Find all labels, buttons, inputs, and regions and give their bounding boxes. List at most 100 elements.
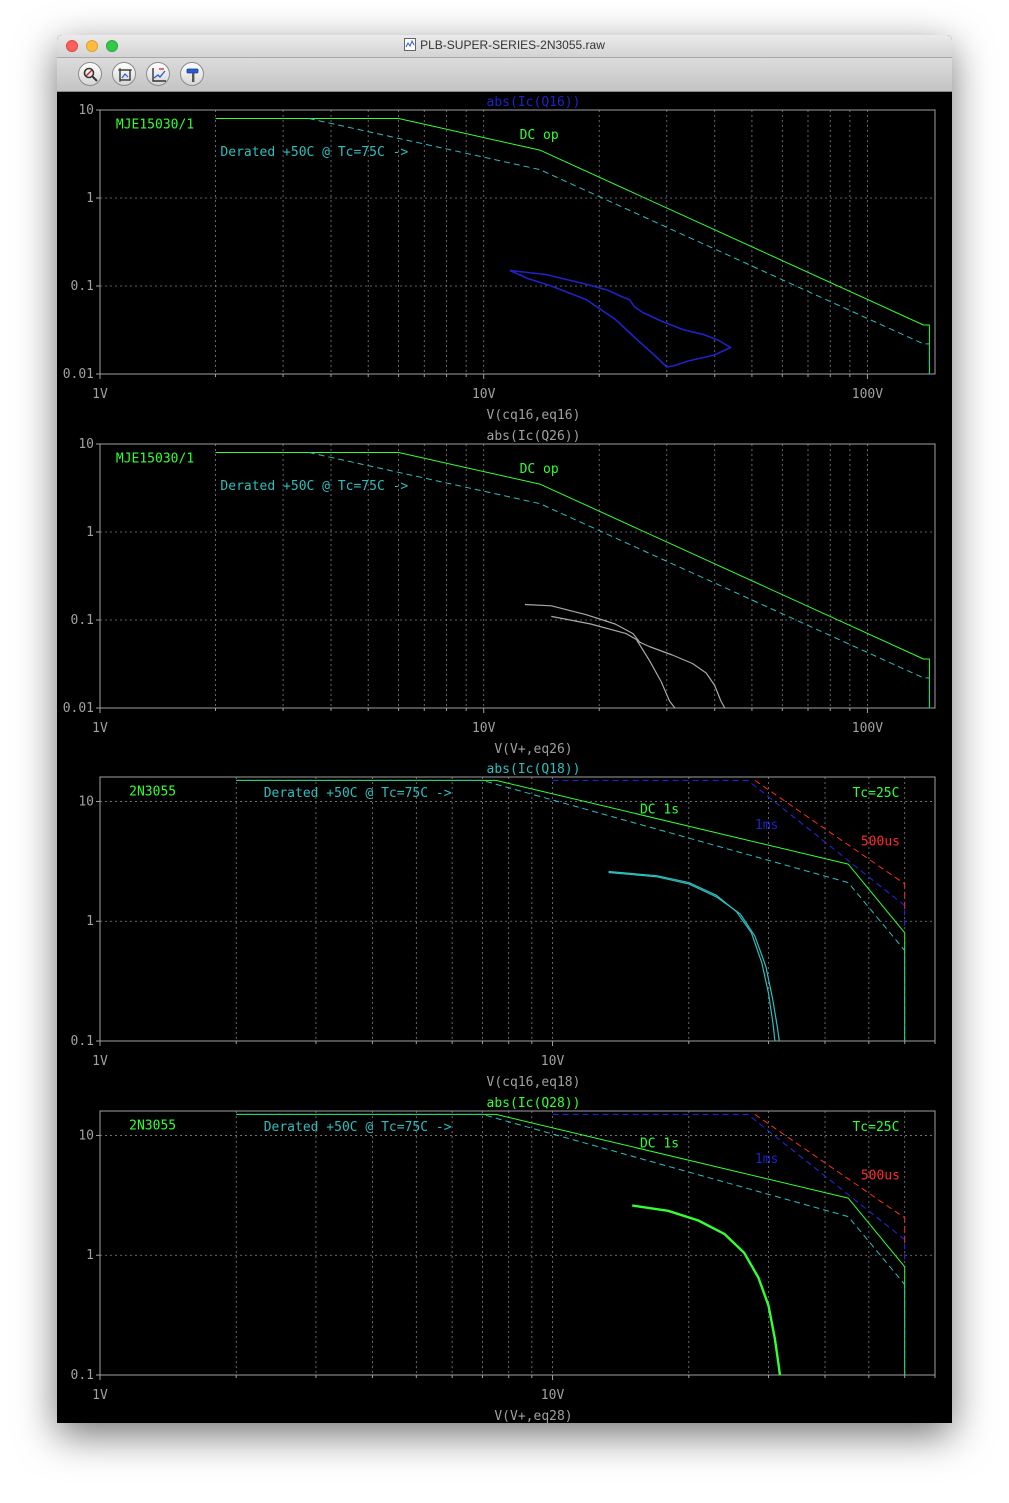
series-line-5 bbox=[608, 870, 776, 1041]
series-group bbox=[236, 779, 906, 1041]
chart-annotation: Derated +50C @ Tc=75C -> bbox=[264, 786, 452, 801]
y-tick-label: 1 bbox=[86, 914, 94, 929]
y-tick-label: 0.1 bbox=[71, 279, 94, 294]
minimize-button[interactable] bbox=[86, 40, 98, 52]
x-tick-label: 10V bbox=[472, 387, 496, 402]
probe-button[interactable] bbox=[180, 62, 204, 86]
series-line-4 bbox=[754, 1113, 906, 1242]
chart-annotation: 500us bbox=[861, 834, 900, 849]
chart-annotation: DC 1s bbox=[640, 1137, 679, 1152]
x-tick-label: 10V bbox=[541, 1388, 565, 1403]
series-line-1 bbox=[215, 118, 930, 374]
series-group bbox=[215, 452, 930, 708]
plot-frame bbox=[99, 109, 936, 375]
chart-panel-1: 1V 10V 100V 10 1 0.1 0.01 abs(Ic(Q16)) V(cq16,eq… bbox=[63, 95, 936, 423]
grid bbox=[100, 444, 935, 708]
chart-panel-2: 1V 10V 100V 10 1 0.1 0.01 abs(Ic(Q26)) V(V+,eq26… bbox=[63, 429, 936, 757]
chart-title: abs(Ic(Q16)) bbox=[487, 95, 581, 110]
magnifier-icon bbox=[83, 67, 98, 82]
chart-annotation: DC 1s bbox=[640, 803, 679, 818]
chart-annotation: Derated +50C @ Tc=75C -> bbox=[264, 1120, 452, 1135]
y-tick-label: 0.1 bbox=[71, 1034, 94, 1049]
chart-annotation: 2N3055 bbox=[129, 785, 176, 800]
ltspice-window: PLB-SUPER-SERIES-2N3055.raw bbox=[57, 35, 952, 1423]
toolbar bbox=[57, 58, 952, 92]
series-group bbox=[236, 1113, 906, 1375]
y-tick-label: 0.1 bbox=[71, 1368, 94, 1383]
series-line-3 bbox=[552, 779, 906, 927]
zoom-window-button[interactable] bbox=[106, 40, 118, 52]
series-line-6 bbox=[608, 871, 780, 1041]
chart-annotation: Derated +50C @ Tc=75C -> bbox=[220, 479, 408, 494]
series-line-2 bbox=[308, 118, 930, 374]
chart-annotation: DC op bbox=[520, 128, 559, 143]
chart-title: abs(Ic(Q18)) bbox=[487, 762, 581, 777]
plots-canvas: 1V 10V 100V 10 1 0.1 0.01 abs(Ic(Q16)) V(cq16,eq… bbox=[63, 95, 936, 1423]
series-line-2 bbox=[236, 779, 906, 1041]
chart-title: abs(Ic(Q28)) bbox=[487, 1096, 581, 1111]
crop-icon bbox=[118, 68, 132, 82]
x-tick-label: 1V bbox=[92, 1388, 108, 1403]
zoom-button[interactable] bbox=[78, 62, 102, 86]
x-axis-label: V(cq16,eq16) bbox=[487, 408, 581, 423]
y-tick-label: 10 bbox=[78, 794, 94, 809]
title-bar[interactable]: PLB-SUPER-SERIES-2N3055.raw bbox=[57, 35, 952, 58]
window-title-container: PLB-SUPER-SERIES-2N3055.raw bbox=[57, 38, 952, 52]
x-tick-label: 1V bbox=[92, 721, 108, 736]
series-group bbox=[215, 118, 930, 374]
chart-annotation: MJE15030/1 bbox=[116, 117, 194, 132]
series-line-2 bbox=[308, 452, 930, 708]
x-axis-label: V(V+,eq26) bbox=[494, 742, 572, 757]
y-tick-label: 0.1 bbox=[71, 613, 94, 628]
y-tick-label: 0.01 bbox=[63, 367, 94, 382]
chart-icon bbox=[152, 68, 166, 82]
x-tick-label: 10V bbox=[472, 721, 496, 736]
window-title: PLB-SUPER-SERIES-2N3055.raw bbox=[420, 38, 605, 52]
chart-annotation: DC op bbox=[520, 462, 559, 477]
chart-annotation: 500us bbox=[861, 1168, 900, 1183]
chart-annotation: 1ms bbox=[755, 1152, 778, 1167]
plot-frame bbox=[99, 1110, 936, 1376]
chart-annotation: Derated +50C @ Tc=75C -> bbox=[220, 145, 408, 160]
chart-panel-3: 1V 10V 10 1 0.1 abs(Ic(Q18)) V(cq16,eq18) 2N305… bbox=[71, 762, 936, 1090]
chart-annotation: Tc=25C bbox=[852, 786, 899, 801]
y-tick-label: 1 bbox=[86, 191, 94, 206]
close-button[interactable] bbox=[66, 40, 78, 52]
hammer-icon bbox=[186, 68, 199, 82]
x-tick-label: 1V bbox=[92, 1054, 108, 1069]
series-line-2 bbox=[236, 1113, 906, 1375]
y-tick-label: 1 bbox=[86, 525, 94, 540]
chart-title: abs(Ic(Q26)) bbox=[487, 429, 581, 444]
y-tick-label: 1 bbox=[86, 1248, 94, 1263]
grid bbox=[100, 1111, 935, 1375]
plot-frame bbox=[99, 443, 936, 709]
chart-annotation: 2N3055 bbox=[129, 1119, 176, 1134]
grid bbox=[100, 777, 935, 1041]
series-line-4 bbox=[551, 615, 676, 708]
y-tick-label: 10 bbox=[78, 103, 94, 118]
x-tick-label: 100V bbox=[852, 721, 883, 736]
plot-frame bbox=[99, 776, 936, 1042]
chart-annotation: MJE15030/1 bbox=[116, 451, 194, 466]
series-line-4 bbox=[754, 779, 906, 908]
autorange-button[interactable] bbox=[146, 62, 170, 86]
raw-file-icon bbox=[404, 38, 417, 51]
x-tick-label: 100V bbox=[852, 387, 883, 402]
y-tick-label: 0.01 bbox=[63, 701, 94, 716]
series-line-3 bbox=[552, 1113, 906, 1261]
x-axis-label: V(V+,eq28) bbox=[494, 1409, 572, 1423]
series-line-1 bbox=[215, 452, 930, 708]
series-line-3 bbox=[524, 603, 726, 708]
x-axis-label: V(cq16,eq18) bbox=[487, 1075, 581, 1090]
series-line-1 bbox=[236, 1113, 906, 1375]
x-tick-label: 10V bbox=[541, 1054, 565, 1069]
plot-area: 1V 10V 100V 10 1 0.1 0.01 abs(Ic(Q16)) V(cq16,eq… bbox=[57, 92, 952, 1423]
series-line-1 bbox=[236, 779, 906, 1041]
fit-button[interactable] bbox=[112, 62, 136, 86]
series-line-5 bbox=[632, 1204, 782, 1375]
x-tick-label: 1V bbox=[92, 387, 108, 402]
y-tick-label: 10 bbox=[78, 437, 94, 452]
chart-annotation: 1ms bbox=[755, 818, 778, 833]
grid bbox=[100, 110, 935, 374]
y-tick-label: 10 bbox=[78, 1128, 94, 1143]
